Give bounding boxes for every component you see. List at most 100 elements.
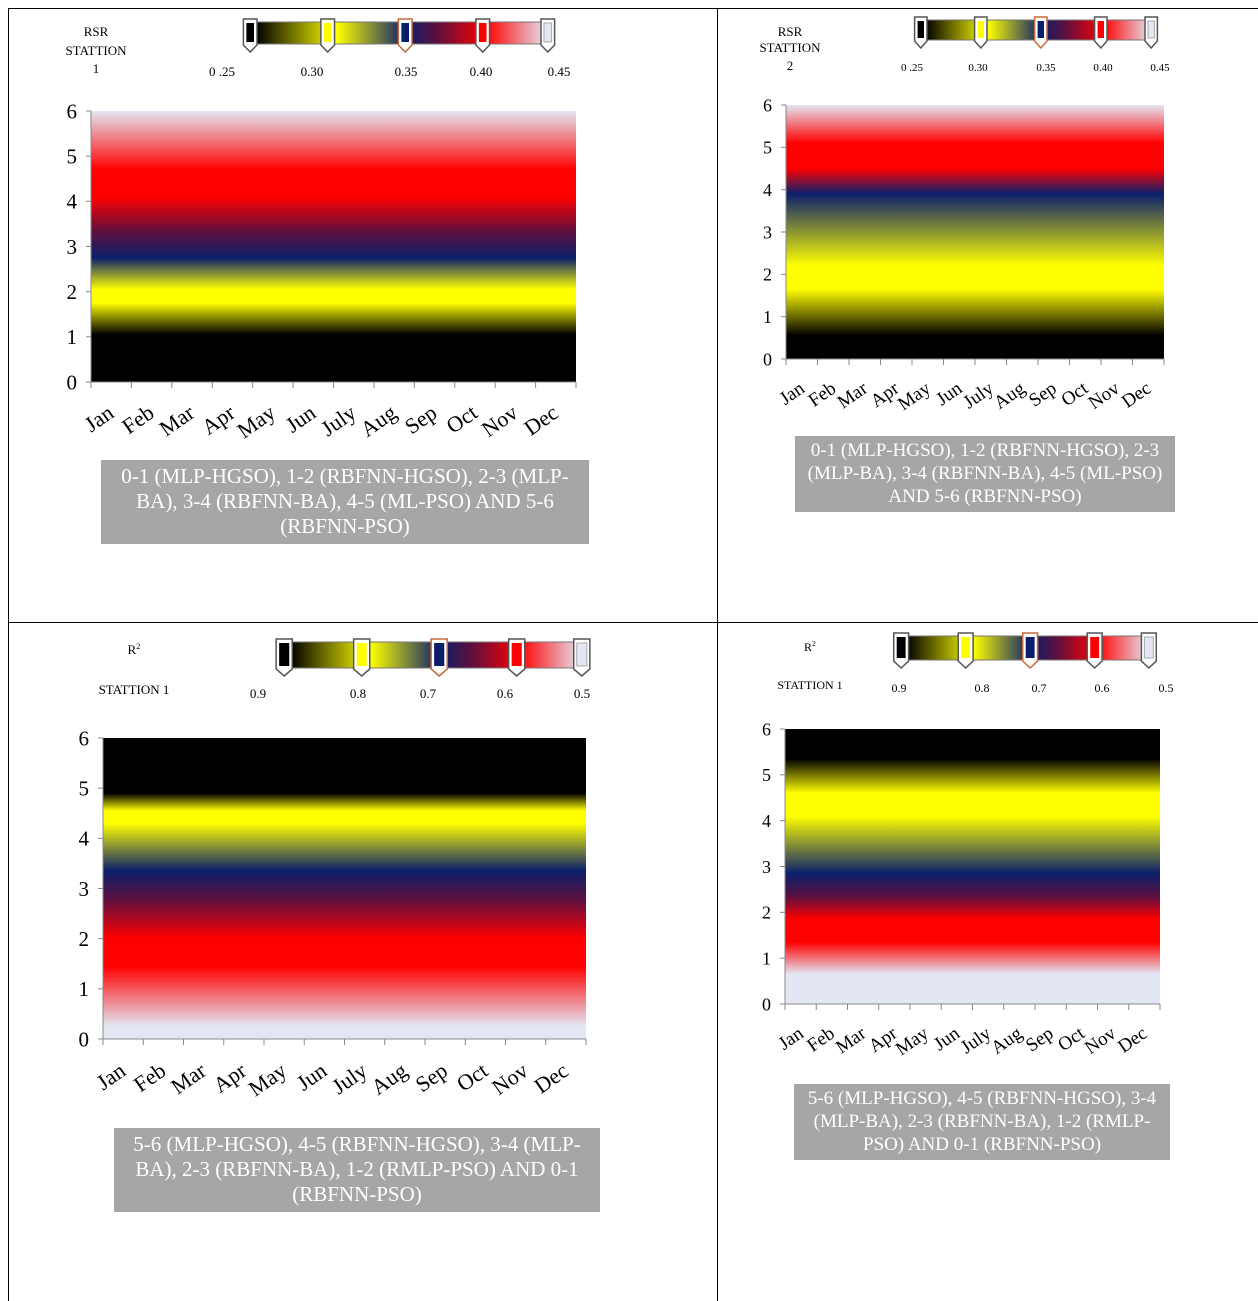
- figure-grid: [8, 8, 1258, 1301]
- colorbar-tick-label: 0.5: [574, 686, 590, 701]
- colorbar-tick-label: 0.6: [1095, 681, 1110, 695]
- x-tick-label: May: [244, 1058, 291, 1102]
- colorbar-marker-swatch: [511, 643, 522, 666]
- x-tick-label: Apr: [208, 1057, 251, 1097]
- x-tick-label: Feb: [117, 400, 158, 439]
- colorbar-tick-label: 0 .25: [901, 62, 924, 74]
- colorbar-tick-label: 0.8: [975, 681, 990, 695]
- x-tick-label: Jan: [80, 400, 118, 437]
- metric-label: R2: [128, 641, 141, 657]
- y-tick-label: 1: [67, 325, 78, 349]
- y-tick-label: 2: [79, 927, 90, 951]
- panel-rsr-station-1: 0 1 2 3 4 5 6 Jan Feb Mar Apr May Jun July Aug Sep Oct No…: [0, 0, 717, 622]
- heatmap-r2-station-1-b: 0123456JanFebMarAprMayJunJulyAugSepOctNo…: [762, 632, 1174, 1060]
- y-tick-label: 0: [763, 349, 772, 369]
- colorbar-tick-label: 0.40: [470, 64, 493, 79]
- colorbar-marker-swatch: [1143, 636, 1154, 659]
- colorbar-tick-label: 0.5: [1159, 681, 1174, 695]
- y-tick-label: 6: [763, 95, 772, 115]
- legend-caption: 0-1 (MLP-HGSO), 1-2 (RBFNN-HGSO), 2-3 (M…: [795, 436, 1175, 513]
- colorbar-marker-swatch: [917, 21, 924, 38]
- colorbar-tick-label: 0.35: [1036, 62, 1056, 74]
- colorbar-marker-swatch: [1097, 21, 1104, 38]
- colorbar-marker-swatch: [478, 23, 487, 42]
- y-tick-label: 5: [67, 145, 78, 169]
- legend-caption: 0-1 (MLP-HGSO), 1-2 (RBFNN-HGSO), 2-3 (M…: [101, 460, 589, 544]
- y-tick-label: 2: [67, 280, 78, 304]
- x-tick-label: July: [316, 400, 360, 442]
- y-tick-label: 5: [763, 138, 772, 158]
- heatmap-band: [786, 105, 1164, 359]
- y-tick-label: 4: [762, 811, 771, 831]
- x-tick-label: May: [232, 400, 279, 444]
- x-tick-label: Jun: [292, 1058, 331, 1096]
- x-tick-label: Jan: [92, 1058, 130, 1095]
- x-tick-label: Nov: [487, 1058, 532, 1100]
- colorbar-tick-label: 0.7: [1032, 681, 1047, 695]
- y-tick-label: 1: [79, 977, 90, 1001]
- metric-label: R2: [804, 639, 816, 654]
- x-tick-label: Sep: [411, 1058, 452, 1097]
- colorbar-marker-swatch: [961, 637, 971, 658]
- x-tick-label: Sep: [1022, 1023, 1057, 1057]
- grid-vertical-divider: [717, 8, 718, 1301]
- y-tick-label: 4: [79, 827, 90, 851]
- y-tick-label: 2: [762, 903, 771, 923]
- grid-horizontal-divider: [8, 622, 1258, 623]
- y-tick-label: 0: [67, 370, 78, 394]
- x-tick-label: Sep: [400, 400, 441, 439]
- metric-label: RSR: [84, 24, 109, 39]
- colorbar-tick-label: 0.30: [968, 62, 988, 74]
- y-tick-label: 6: [79, 726, 90, 750]
- x-tick-label: May: [892, 1023, 933, 1060]
- legend-caption: 5-6 (MLP-HGSO), 4-5 (RBFNN-HGSO), 3-4 (M…: [794, 1084, 1170, 1161]
- colorbar-tick-label: 0.7: [420, 686, 437, 701]
- y-tick-label: 6: [67, 99, 78, 123]
- colorbar-marker-swatch: [576, 642, 588, 667]
- colorbar-marker-swatch: [543, 22, 553, 43]
- station-label: STATTION: [65, 43, 127, 58]
- x-tick-label: Feb: [129, 1058, 170, 1097]
- x-tick-label: Oct: [441, 400, 481, 439]
- x-tick-label: Dec: [1118, 378, 1155, 413]
- y-tick-label: 4: [763, 180, 772, 200]
- colorbar-tick-label: 0.45: [1150, 62, 1170, 74]
- y-tick-label: 5: [79, 777, 90, 801]
- colorbar-marker-swatch: [246, 23, 255, 42]
- station-label: STATTION 1: [777, 678, 842, 692]
- y-tick-label: 3: [67, 235, 78, 259]
- x-tick-label: Sep: [1025, 378, 1060, 412]
- colorbar-tick-label: 0.35: [395, 64, 418, 79]
- x-tick-label: Aug: [990, 378, 1029, 414]
- y-tick-label: 3: [79, 877, 90, 901]
- colorbar-tick-label: 0.9: [892, 681, 907, 695]
- y-tick-label: 4: [67, 190, 78, 214]
- x-tick-label: Dec: [519, 399, 563, 440]
- colorbar-marker-swatch: [323, 23, 332, 42]
- station-label: STATTION: [759, 40, 821, 55]
- colorbar-marker-swatch: [1147, 20, 1155, 39]
- y-tick-label: 6: [762, 719, 771, 739]
- colorbar-marker-swatch: [1037, 21, 1044, 38]
- station-number: 1: [93, 61, 100, 76]
- colorbar-tick-label: 0.8: [350, 686, 366, 701]
- colorbar-tick-label: 0.40: [1093, 62, 1113, 74]
- x-tick-label: Dec: [1114, 1023, 1151, 1058]
- x-tick-label: Dec: [529, 1057, 573, 1098]
- colorbar-marker-swatch: [279, 643, 290, 666]
- station-number: 2: [787, 58, 794, 73]
- x-tick-label: May: [894, 378, 935, 415]
- colorbar-tick-label: 0.6: [497, 686, 514, 701]
- x-tick-label: Aug: [987, 1023, 1026, 1059]
- x-tick-label: July: [327, 1058, 371, 1100]
- heatmap-rsr-station-2: 0123456JanFebMarAprMayJunJulyAugSepOctNo…: [759, 16, 1170, 415]
- y-tick-label: 3: [763, 222, 772, 242]
- colorbar-tick-label: 0.9: [250, 686, 266, 701]
- colorbar-marker-swatch: [356, 643, 367, 666]
- colorbar-tick-label: 0 .25: [209, 64, 235, 79]
- y-tick-label: 1: [763, 307, 772, 327]
- x-tick-label: Mar: [166, 1057, 211, 1099]
- x-tick-label: Nov: [477, 400, 522, 442]
- legend-caption: 5-6 (MLP-HGSO), 4-5 (RBFNN-HGSO), 3-4 (M…: [114, 1128, 600, 1212]
